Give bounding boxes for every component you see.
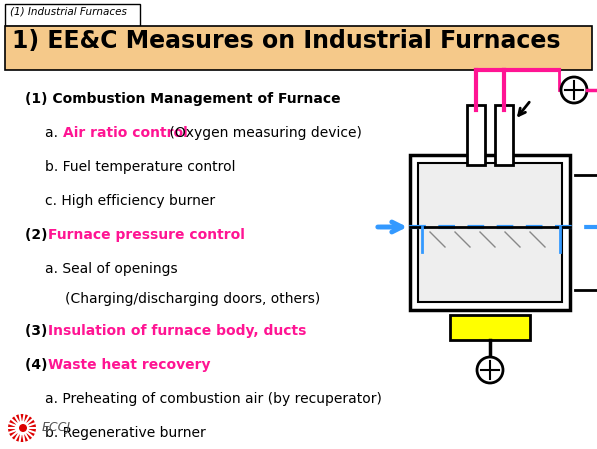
Circle shape <box>477 357 503 383</box>
Bar <box>495 105 513 165</box>
Text: a. Seal of openings: a. Seal of openings <box>45 262 178 276</box>
Text: Air ratio control: Air ratio control <box>63 126 187 140</box>
Text: (Charging/discharging doors, others): (Charging/discharging doors, others) <box>65 292 320 306</box>
Text: Insulation of furnace body, ducts: Insulation of furnace body, ducts <box>48 324 306 338</box>
Text: a. Preheating of combustion air (by recuperator): a. Preheating of combustion air (by recu… <box>45 392 382 406</box>
Text: b. Fuel temperature control: b. Fuel temperature control <box>45 160 235 174</box>
Bar <box>5 26 592 70</box>
Bar <box>467 105 485 165</box>
Text: Furnace pressure control: Furnace pressure control <box>48 228 245 242</box>
Circle shape <box>15 421 29 435</box>
Circle shape <box>8 414 36 442</box>
Text: (4): (4) <box>25 358 53 372</box>
Bar <box>418 163 562 302</box>
Text: c. High efficiency burner: c. High efficiency burner <box>45 194 215 208</box>
Text: (1) Combustion Management of Furnace: (1) Combustion Management of Furnace <box>25 92 341 106</box>
Text: ECCJ: ECCJ <box>42 421 71 434</box>
Text: b. Regenerative burner: b. Regenerative burner <box>45 426 206 440</box>
Bar <box>5 4 140 26</box>
Text: (2): (2) <box>25 228 53 242</box>
Text: (3): (3) <box>25 324 53 338</box>
Text: a.: a. <box>45 126 62 140</box>
Circle shape <box>561 77 587 103</box>
Text: Waste heat recovery: Waste heat recovery <box>48 358 211 372</box>
Text: 1) EE&C Measures on Industrial Furnaces: 1) EE&C Measures on Industrial Furnaces <box>12 29 561 53</box>
Bar <box>410 155 570 310</box>
Text: (1) Industrial Furnaces: (1) Industrial Furnaces <box>10 7 127 17</box>
Circle shape <box>19 424 27 432</box>
Text: (Oxygen measuring device): (Oxygen measuring device) <box>165 126 362 140</box>
Bar <box>450 315 530 340</box>
